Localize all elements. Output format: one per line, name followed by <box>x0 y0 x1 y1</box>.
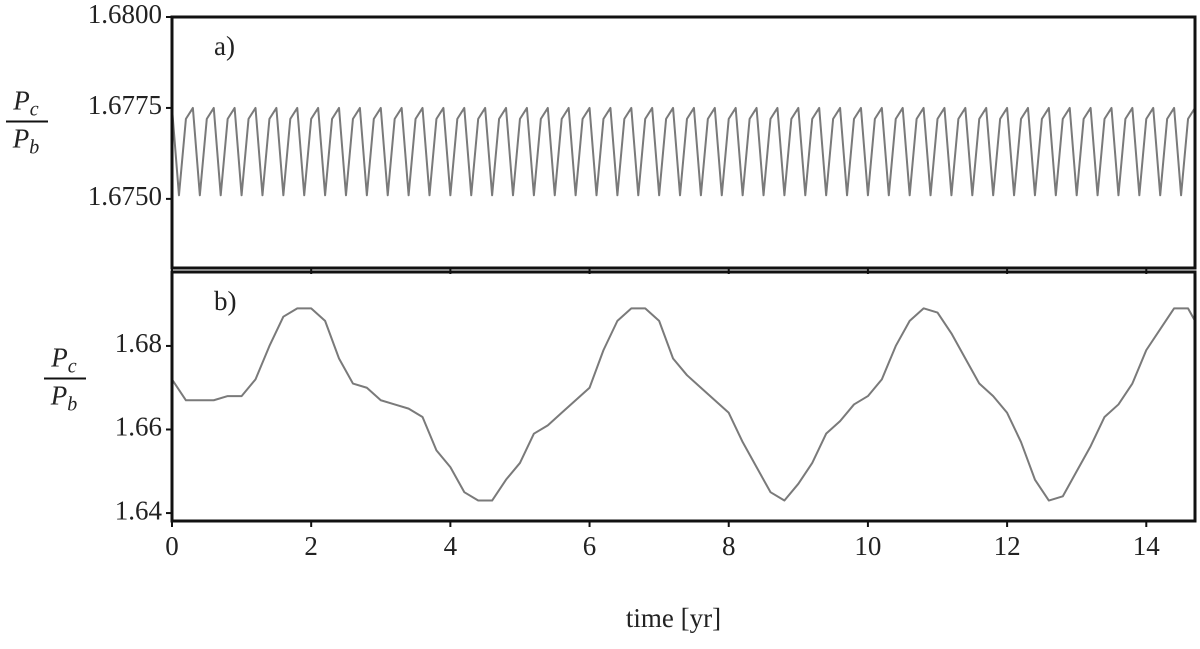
plot-frame <box>170 15 1197 270</box>
y-label-denominator: Pb <box>12 124 40 158</box>
y-tick-label: 1.68 <box>115 328 162 358</box>
panel-label: b) <box>214 286 237 316</box>
y-label-symbol: P <box>12 86 30 116</box>
y-label-subscript: c <box>68 355 77 377</box>
y-tick-label: 1.6800 <box>88 0 162 29</box>
y-label-subscript: c <box>30 98 39 120</box>
data-line <box>171 307 1196 502</box>
x-tick-label: 0 <box>165 531 179 561</box>
x-tick-label: 6 <box>583 531 597 561</box>
y-label-symbol: P <box>12 124 30 154</box>
y-label-numerator: Pc <box>12 86 39 120</box>
y-label-subscript: b <box>67 393 77 415</box>
y-label-symbol: P <box>50 381 68 411</box>
plot-frame <box>170 270 1197 523</box>
x-tick-label: 10 <box>854 531 881 561</box>
x-tick-label: 12 <box>994 531 1021 561</box>
x-axis-label: time [yr] <box>626 603 721 633</box>
x-tick-label: 8 <box>722 531 736 561</box>
x-tick-label: 2 <box>304 531 318 561</box>
y-tick-label: 1.64 <box>115 495 163 525</box>
y-label-symbol: P <box>50 343 68 373</box>
y-label-denominator: Pb <box>50 381 78 415</box>
y-label-subscript: b <box>29 136 39 158</box>
y-tick-label: 1.6775 <box>88 90 162 120</box>
x-tick-label: 4 <box>444 531 458 561</box>
x-tick-label: 14 <box>1133 531 1161 561</box>
data-line <box>171 106 1196 197</box>
y-tick-label: 1.6750 <box>88 181 162 211</box>
y-tick-label: 1.66 <box>115 412 162 442</box>
panel-label: a) <box>214 31 235 61</box>
y-label-numerator: Pc <box>50 343 77 377</box>
